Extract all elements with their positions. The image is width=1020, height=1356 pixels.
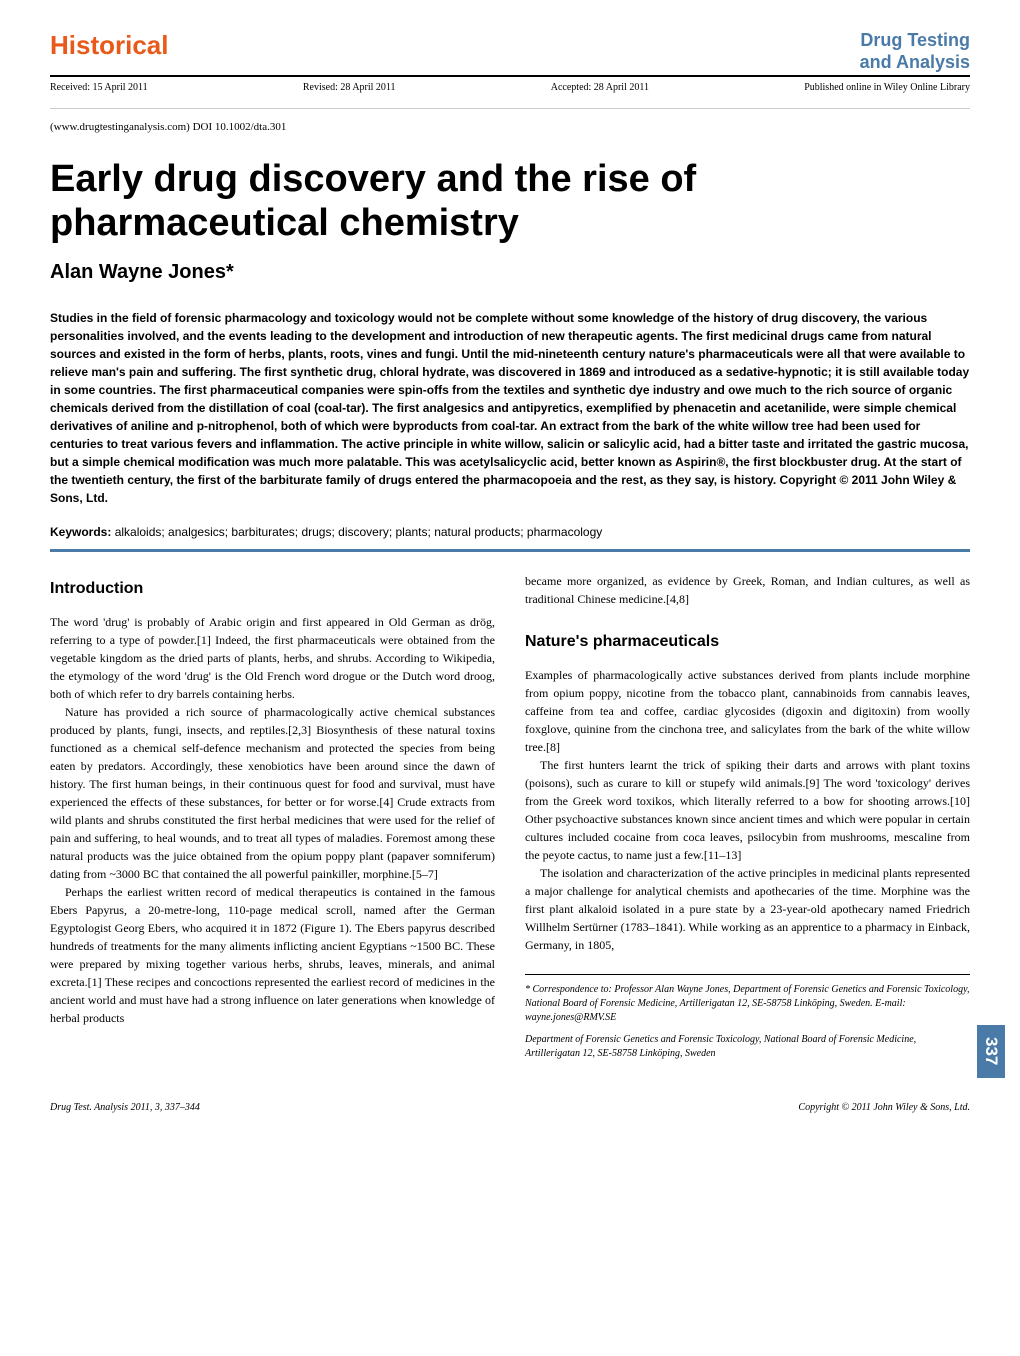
journal-name: Drug Testing and Analysis — [860, 30, 970, 73]
keywords-list: alkaloids; analgesics; barbiturates; dru… — [111, 525, 602, 539]
nature-heading: Nature's pharmaceuticals — [525, 630, 970, 654]
correspondence-address: * Correspondence to: Professor Alan Wayn… — [525, 983, 970, 1025]
footer-citation: Drug Test. Analysis 2011, 3, 337–344 — [50, 1102, 200, 1113]
left-column: Introduction The word 'drug' is probably… — [50, 572, 495, 1069]
received-date: Received: 15 April 2011 — [50, 82, 148, 93]
intro-paragraph-1: The word 'drug' is probably of Arabic or… — [50, 613, 495, 703]
intro-paragraph-3: Perhaps the earliest written record of m… — [50, 883, 495, 1027]
nature-paragraph-3: The isolation and characterization of th… — [525, 864, 970, 954]
footer-copyright: Copyright © 2011 John Wiley & Sons, Ltd. — [798, 1102, 970, 1113]
author: Alan Wayne Jones* — [50, 261, 970, 284]
right-column: became more organized, as evidence by Gr… — [525, 572, 970, 1069]
footer: Drug Test. Analysis 2011, 3, 337–344 Cop… — [50, 1094, 970, 1113]
article-title: Early drug discovery and the rise of pha… — [50, 158, 970, 245]
abstract: Studies in the field of forensic pharmac… — [50, 309, 970, 507]
accepted-date: Accepted: 28 April 2011 — [551, 82, 649, 93]
separator-bar — [50, 549, 970, 552]
journal-name-line1: Drug Testing — [860, 30, 970, 50]
intro-paragraph-2: Nature has provided a rich source of pha… — [50, 703, 495, 883]
correspondence-block: * Correspondence to: Professor Alan Wayn… — [525, 974, 970, 1061]
two-column-body: Introduction The word 'drug' is probably… — [50, 572, 970, 1069]
keywords-row: Keywords: alkaloids; analgesics; barbitu… — [50, 525, 970, 539]
affiliation: Department of Forensic Genetics and Fore… — [525, 1033, 970, 1061]
intro-heading: Introduction — [50, 577, 495, 601]
revised-date: Revised: 28 April 2011 — [303, 82, 396, 93]
doi: (www.drugtestinganalysis.com) DOI 10.100… — [50, 108, 970, 133]
header-row: Historical Drug Testing and Analysis — [50, 30, 970, 77]
meta-row: Received: 15 April 2011 Revised: 28 Apri… — [50, 82, 970, 93]
published-info: Published online in Wiley Online Library — [804, 82, 970, 93]
nature-paragraph-2: The first hunters learnt the trick of sp… — [525, 756, 970, 864]
section-label: Historical — [50, 30, 169, 61]
nature-paragraph-1: Examples of pharmacologically active sub… — [525, 666, 970, 756]
col2-continuation: became more organized, as evidence by Gr… — [525, 572, 970, 608]
page-number: 337 — [977, 1025, 1005, 1077]
journal-name-line2: and Analysis — [860, 52, 970, 72]
keywords-label: Keywords: — [50, 525, 111, 539]
